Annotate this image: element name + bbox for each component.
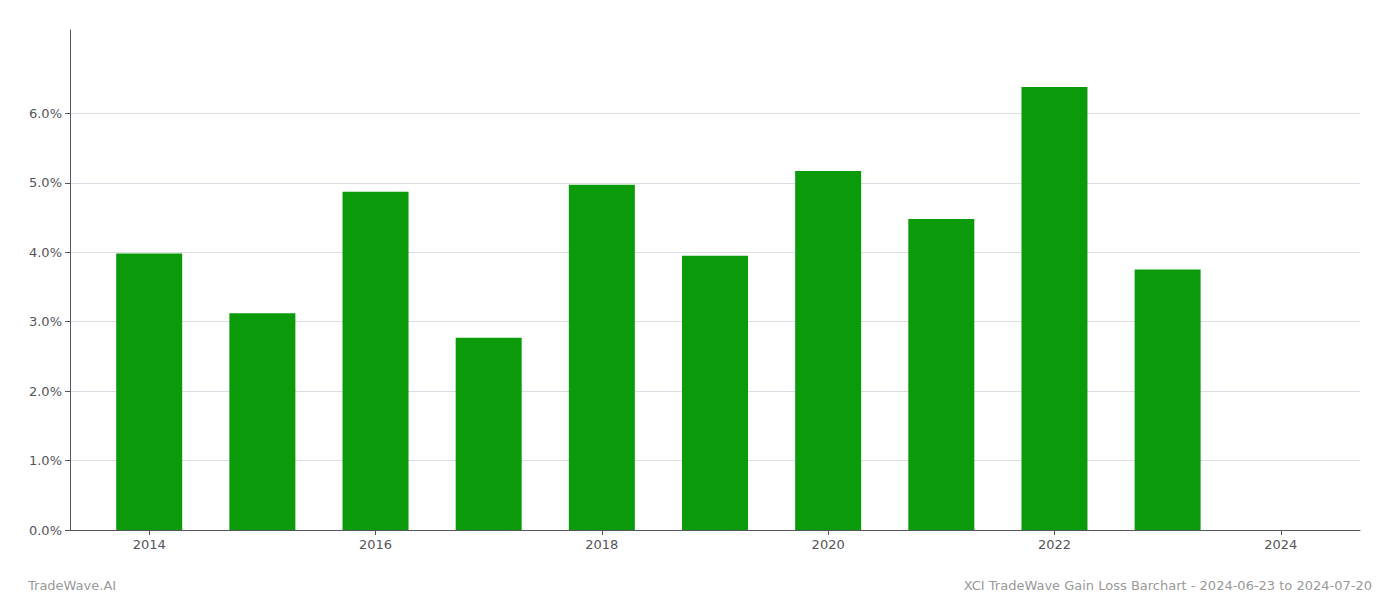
svg-text:2022: 2022 [1038,537,1071,552]
svg-text:2020: 2020 [812,537,845,552]
svg-text:XCI TradeWave Gain Loss Barcha: XCI TradeWave Gain Loss Barchart - 2024-… [964,578,1372,593]
svg-text:2024: 2024 [1264,537,1297,552]
svg-text:2018: 2018 [585,537,618,552]
svg-text:6.0%: 6.0% [29,106,62,121]
svg-text:0.0%: 0.0% [29,523,62,538]
svg-text:2.0%: 2.0% [29,384,62,399]
svg-text:4.0%: 4.0% [29,245,62,260]
svg-text:2014: 2014 [133,537,166,552]
svg-text:TradeWave.AI: TradeWave.AI [27,578,116,593]
svg-text:1.0%: 1.0% [29,453,62,468]
svg-text:3.0%: 3.0% [29,314,62,329]
svg-text:5.0%: 5.0% [29,175,62,190]
svg-text:2016: 2016 [359,537,392,552]
